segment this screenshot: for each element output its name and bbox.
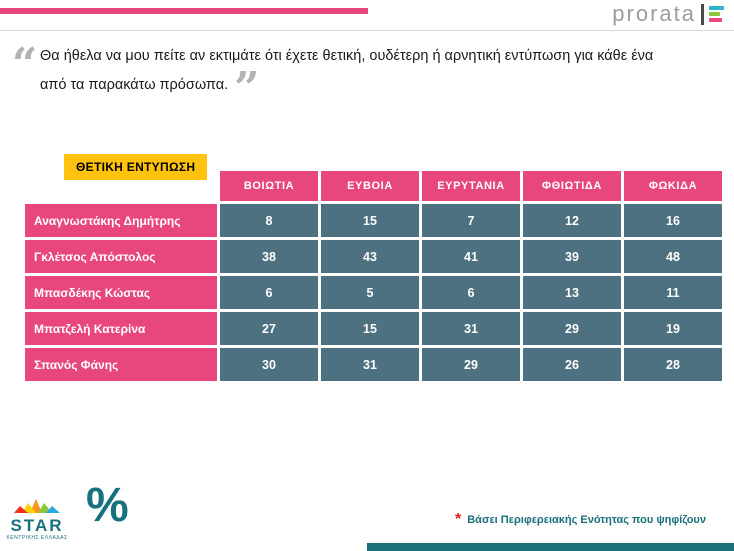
table-cell: 29	[422, 348, 520, 381]
table-cell: 48	[624, 240, 722, 273]
table-cell: 31	[422, 312, 520, 345]
star-logo-text: STAR	[10, 516, 63, 535]
prorata-logo-divider	[701, 3, 704, 25]
column-header: ΒΟΙΩΤΙΑ	[220, 171, 318, 201]
table-cell: 6	[422, 276, 520, 309]
prorata-logo-icon	[709, 6, 724, 22]
bottom-accent-bar	[367, 543, 734, 551]
question-text: Θα ήθελα να μου πείτε αν εκτιμάτε ότι έχ…	[40, 48, 654, 94]
star-logo-subtitle: ΚΕΝΤΡΙΚΗΣ ΕΛΛΑΔΑΣ	[6, 535, 67, 541]
table-title-badge: ΘΕΤΙΚΗ ΕΝΤΥΠΩΣΗ	[64, 154, 208, 180]
table-cell: 27	[220, 312, 318, 345]
table-cell: 38	[220, 240, 318, 273]
table-cell: 15	[321, 312, 419, 345]
table-cell: 13	[523, 276, 621, 309]
impression-table: ΒΟΙΩΤΙΑ ΕΥΒΟΙΑ ΕΥΡΥΤΑΝΙΑ ΦΘΙΩΤΙΔΑ ΦΩΚΙΔΑ…	[25, 171, 722, 381]
prorata-logo: prorata	[612, 1, 724, 27]
table-cell: 41	[422, 240, 520, 273]
open-quote-icon: “	[12, 39, 38, 90]
table-cell: 30	[220, 348, 318, 381]
table-corner-cell	[25, 171, 217, 201]
column-header: ΦΩΚΙΔΑ	[624, 171, 722, 201]
table-cell: 19	[624, 312, 722, 345]
prorata-logo-text: prorata	[612, 1, 696, 26]
star-channel-logo: STAR ΚΕΝΤΡΙΚΗΣ ΕΛΛΑΔΑΣ	[6, 499, 67, 541]
column-header: ΕΥΡΥΤΑΝΙΑ	[422, 171, 520, 201]
table-cell: 31	[321, 348, 419, 381]
percent-symbol: %	[86, 479, 129, 532]
table-cell: 12	[523, 204, 621, 237]
top-accent-bar	[0, 8, 368, 14]
table-cell: 7	[422, 204, 520, 237]
table-cell: 8	[220, 204, 318, 237]
row-label: Αναγνωστάκης Δημήτρης	[25, 204, 217, 237]
table-cell: 11	[624, 276, 722, 309]
table-cell: 15	[321, 204, 419, 237]
row-label: Μπασδέκης Κώστας	[25, 276, 217, 309]
row-label: Σπανός Φάνης	[25, 348, 217, 381]
footnote-text: Βάσει Περιφερειακής Ενότητας που ψηφίζου…	[467, 514, 706, 526]
table-cell: 43	[321, 240, 419, 273]
table-cell: 6	[220, 276, 318, 309]
table-cell: 16	[624, 204, 722, 237]
question-quote: Θα ήθελα να μου πείτε αν εκτιμάτε ότι έχ…	[40, 45, 680, 111]
close-quote-icon: ”	[234, 63, 260, 115]
row-label: Μπατζελή Κατερίνα	[25, 312, 217, 345]
table-cell: 5	[321, 276, 419, 309]
table-cell: 29	[523, 312, 621, 345]
table-cell: 26	[523, 348, 621, 381]
row-label: Γκλέτσος Απόστολος	[25, 240, 217, 273]
header-divider-line	[0, 30, 734, 31]
asterisk-icon: *	[455, 511, 462, 528]
table-cell: 39	[523, 240, 621, 273]
column-header: ΕΥΒΟΙΑ	[321, 171, 419, 201]
footnote: * Βάσει Περιφερειακής Ενότητας που ψηφίζ…	[455, 512, 706, 528]
column-header: ΦΘΙΩΤΙΔΑ	[523, 171, 621, 201]
table-cell: 28	[624, 348, 722, 381]
